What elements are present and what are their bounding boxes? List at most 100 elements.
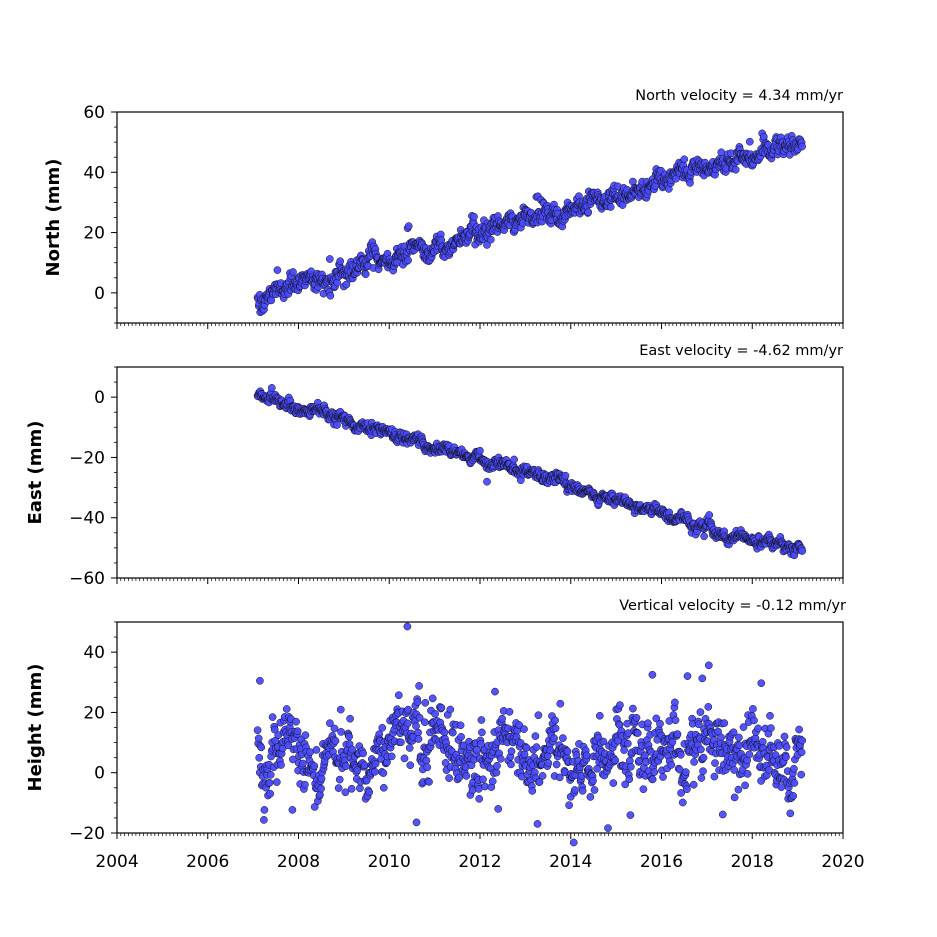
data-point (520, 750, 529, 759)
data-point (626, 762, 635, 771)
data-point (678, 798, 687, 807)
data-point (798, 142, 806, 151)
data-point (782, 743, 791, 751)
data-point (681, 768, 690, 776)
data-point (648, 670, 657, 679)
data-point (696, 708, 705, 716)
data-point (790, 764, 798, 773)
data-point (468, 786, 477, 795)
north-scatter-points (253, 129, 806, 317)
x-tick-label: 2014 (549, 852, 592, 872)
data-point (421, 698, 430, 707)
data-point (759, 132, 768, 141)
data-point (446, 705, 455, 714)
data-point (699, 753, 708, 762)
y-tick-label: −60 (69, 569, 105, 589)
x-tick-label: 2016 (640, 852, 683, 872)
data-point (289, 755, 297, 764)
y-tick-label: 0 (94, 388, 105, 408)
data-point (667, 761, 676, 769)
data-point (767, 724, 775, 732)
data-point (265, 778, 274, 787)
data-point (437, 236, 446, 244)
data-point (711, 759, 719, 767)
data-point (462, 772, 471, 780)
data-point (683, 672, 692, 680)
data-point (705, 511, 714, 519)
data-point (491, 687, 499, 696)
data-point (267, 384, 276, 392)
data-point (694, 720, 703, 729)
data-point (334, 784, 343, 792)
data-point (671, 716, 680, 725)
data-point (445, 774, 453, 782)
data-point (677, 789, 685, 797)
data-point (353, 766, 362, 774)
data-point (790, 779, 799, 787)
data-point (272, 778, 281, 786)
data-point (569, 838, 578, 847)
data-point (697, 774, 706, 782)
east-panel: 0 −20 −40 −60 East velocity = -4.62 mm/yr E… (25, 343, 844, 589)
x-tick-label: 2012 (458, 852, 501, 872)
data-point (551, 724, 560, 733)
data-point (741, 781, 749, 790)
data-point (644, 719, 652, 728)
data-point (717, 148, 726, 157)
data-point (589, 776, 597, 785)
data-point (292, 717, 300, 726)
data-point (337, 728, 345, 736)
data-point (326, 719, 334, 728)
data-point (582, 751, 591, 760)
data-point (277, 761, 285, 769)
data-point (346, 714, 354, 723)
data-point (671, 698, 679, 707)
data-point (310, 803, 319, 811)
data-point (477, 740, 485, 748)
data-point (488, 777, 497, 786)
east-y-axis-label: East (mm) (25, 421, 46, 525)
data-point (680, 155, 689, 164)
y-tick-label: 40 (83, 163, 105, 183)
data-point (493, 761, 501, 770)
data-point (361, 270, 370, 279)
data-point (404, 222, 413, 230)
x-tick-label: 2020 (821, 852, 864, 872)
data-point (365, 788, 374, 797)
data-point (689, 780, 698, 789)
data-point (404, 256, 412, 265)
x-tick-label: 2010 (368, 852, 411, 872)
x-tick-label: 2004 (95, 852, 138, 872)
data-point (492, 768, 501, 777)
data-point (522, 743, 531, 752)
data-point (745, 137, 754, 146)
data-point (494, 805, 503, 813)
east-x-ticks (116, 578, 844, 584)
data-point (425, 778, 433, 786)
data-point (266, 789, 275, 798)
data-point (586, 793, 595, 801)
east-y-ticks: 0 −20 −40 −60 (69, 366, 117, 589)
data-point (698, 674, 707, 683)
data-point (413, 698, 422, 706)
data-point (412, 722, 420, 730)
data-point (704, 703, 713, 711)
data-point (559, 734, 567, 742)
data-point (534, 711, 543, 720)
data-point (456, 721, 465, 730)
data-point (260, 816, 268, 824)
data-point (387, 752, 396, 761)
data-point (336, 257, 345, 266)
data-point (423, 763, 432, 772)
height-x-ticks (116, 833, 844, 839)
data-point (609, 779, 618, 787)
data-point (335, 775, 344, 784)
data-point (750, 716, 758, 725)
data-point (578, 786, 587, 795)
data-point (550, 734, 558, 743)
data-point (371, 767, 379, 776)
x-tick-label: 2006 (186, 852, 229, 872)
data-point (743, 770, 752, 778)
data-point (415, 682, 423, 690)
data-point (371, 759, 380, 768)
